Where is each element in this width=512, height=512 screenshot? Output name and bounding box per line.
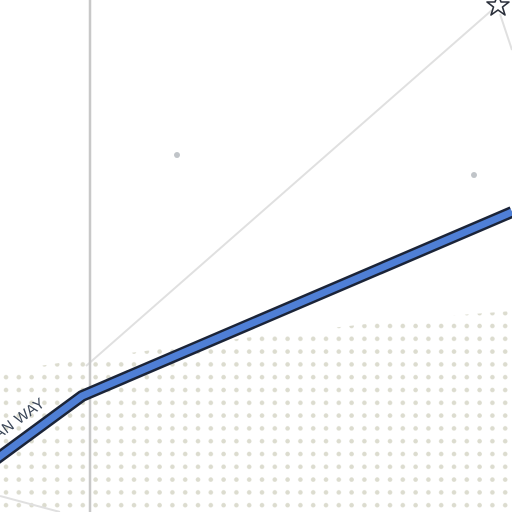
thin-line-diagonal [85,9,493,367]
star-icon[interactable] [486,0,510,16]
thin-line-edge [499,13,512,51]
dotted-area [0,311,512,512]
poi-dot[interactable] [174,152,180,158]
road[interactable] [0,208,512,461]
poi-dot[interactable] [471,172,477,178]
thin-line-bottom [0,495,61,512]
